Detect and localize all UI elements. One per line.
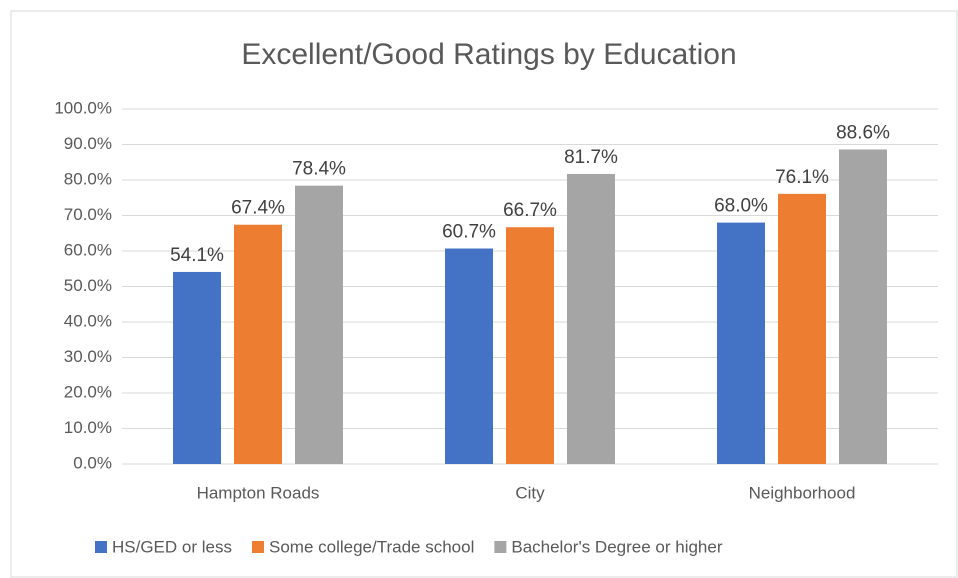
legend-swatch [95,541,107,553]
bar [234,224,282,464]
y-tick-label: 40.0% [64,311,112,330]
y-tick-label: 80.0% [64,169,112,188]
data-label: 81.7% [564,147,618,168]
x-tick-label: Neighborhood [749,483,856,502]
data-label: 54.1% [170,245,224,266]
legend-label: HS/GED or less [112,537,232,556]
bar [295,185,343,464]
legend-label: Bachelor's Degree or higher [511,537,722,556]
bar [506,227,554,464]
y-tick-label: 90.0% [64,134,112,153]
data-label: 76.1% [775,167,829,188]
y-tick-label: 100.0% [54,98,112,117]
data-label: 78.4% [292,159,346,180]
data-label: 60.7% [442,222,496,243]
bar [173,271,221,464]
bar [839,149,887,464]
legend-label: Some college/Trade school [269,537,474,556]
y-tick-label: 70.0% [64,205,112,224]
y-tick-label: 10.0% [64,418,112,437]
bar [567,173,615,464]
legend-swatch [251,541,264,553]
y-tick-label: 50.0% [64,276,112,295]
chart-title: Excellent/Good Ratings by Education [241,38,736,71]
y-tick-label: 0.0% [73,453,112,472]
y-tick-label: 20.0% [64,382,112,401]
x-tick-label: City [515,483,545,502]
data-label: 67.4% [231,198,285,219]
bar [717,222,765,464]
x-tick-label: Hampton Roads [197,483,320,502]
data-label: 88.6% [836,122,890,143]
legend-swatch [494,541,507,553]
bar [778,193,826,464]
y-tick-label: 30.0% [64,347,112,366]
y-tick-label: 60.0% [64,240,112,259]
bar [445,248,493,464]
data-label: 66.7% [503,200,557,221]
data-label: 68.0% [714,196,768,217]
